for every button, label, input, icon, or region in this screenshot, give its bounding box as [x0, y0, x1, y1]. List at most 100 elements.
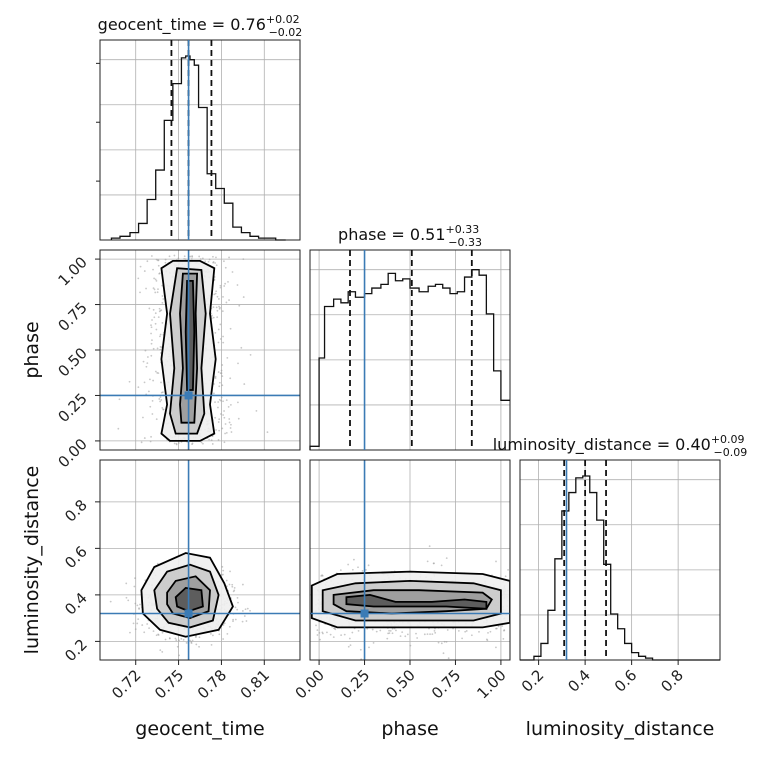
scatter-point [429, 633, 431, 636]
scatter-point [158, 272, 161, 275]
contour-line [310, 570, 510, 629]
scatter-point [218, 305, 220, 308]
scatter-point [220, 396, 223, 399]
scatter-point [222, 624, 225, 626]
scatter-point [157, 372, 160, 375]
scatter-point [195, 643, 198, 646]
scatter-point [229, 570, 231, 573]
scatter-point [442, 652, 445, 655]
scatter-point [144, 349, 147, 352]
scatter-point [213, 392, 215, 395]
scatter-point [237, 601, 239, 604]
y-tick-label: 0.50 [54, 344, 90, 380]
scatter-point [152, 287, 155, 290]
scatter-point [134, 628, 137, 631]
y-tick-label: 0.00 [54, 435, 90, 471]
scatter-point [231, 583, 234, 586]
scatter-point [431, 633, 434, 636]
scatter-point [212, 255, 214, 258]
y-axis-label-phase: phase [21, 321, 43, 378]
scatter-point [433, 562, 435, 565]
scatter-point [146, 362, 149, 364]
scatter-point [212, 634, 214, 637]
scatter-point [158, 307, 161, 310]
scatter-point [207, 260, 210, 263]
scatter-point [222, 335, 224, 338]
contour-line [166, 575, 211, 620]
scatter-point [221, 375, 224, 378]
x-tick-label: 0.4 [564, 666, 594, 696]
scatter-point [190, 258, 193, 260]
panel-frame [309, 249, 511, 451]
scatter-point [214, 292, 217, 295]
scatter-point [443, 640, 446, 643]
scatter-point [199, 258, 202, 260]
scatter-point [154, 291, 157, 294]
scatter-point [221, 384, 224, 387]
scatter-point [219, 286, 222, 289]
panel-geocent_time-phase [100, 250, 300, 450]
scatter-point [118, 398, 121, 401]
x-tick-label: 0.25 [337, 666, 373, 702]
scatter-point [215, 256, 217, 259]
scatter-point [150, 332, 152, 335]
scatter-point [184, 258, 187, 261]
scatter-point [150, 435, 152, 438]
scatter-point [495, 627, 498, 630]
scatter-point [178, 639, 180, 642]
scatter-point [340, 634, 343, 637]
scatter-point [227, 280, 229, 283]
scatter-point [129, 631, 131, 634]
scatter-point [223, 410, 225, 412]
scatter-point [142, 416, 144, 419]
scatter-point [152, 268, 154, 271]
scatter-point [152, 347, 155, 350]
scatter-point [367, 564, 370, 567]
scatter-point [159, 335, 161, 338]
scatter-point [406, 633, 409, 636]
scatter-point [198, 636, 201, 639]
scatter-point [220, 369, 223, 372]
scatter-point [161, 322, 164, 324]
scatter-point [232, 620, 234, 623]
panel-frame [99, 39, 301, 241]
scatter-point [218, 429, 221, 432]
scatter-point [201, 257, 204, 260]
scatter-point [218, 385, 221, 388]
scatter-point [232, 618, 235, 621]
scatter-point [143, 631, 146, 634]
scatter-point [161, 407, 164, 409]
scatter-point [156, 347, 159, 350]
scatter-point [128, 380, 131, 383]
scatter-point [224, 432, 226, 435]
scatter-point [153, 277, 156, 280]
scatter-point [347, 645, 350, 648]
scatter-point [228, 421, 231, 424]
scatter-point [218, 633, 221, 636]
x-tick-label: 0.00 [292, 666, 328, 702]
y-tick-label: 0.75 [54, 299, 90, 335]
scatter-point [222, 295, 224, 298]
scatter-point [160, 399, 163, 401]
scatter-point [465, 630, 468, 632]
scatter-point [168, 637, 171, 639]
scatter-point [236, 596, 239, 599]
x-tick-label: 1.00 [473, 666, 509, 702]
contour-line [140, 552, 234, 638]
panel-phase-luminosity_distance [310, 460, 510, 660]
scatter-point [216, 295, 219, 298]
scatter-point [224, 423, 227, 425]
scatter-point [332, 636, 335, 639]
scatter-point [228, 583, 231, 586]
scatter-point [233, 586, 236, 589]
scatter-point [249, 353, 252, 356]
scatter-point [224, 282, 227, 285]
scatter-point [191, 639, 194, 642]
scatter-point [339, 569, 342, 572]
scatter-point [399, 635, 402, 638]
scatter-point [319, 638, 321, 641]
scatter-point [415, 632, 417, 635]
scatter-point [229, 427, 232, 429]
scatter-point [156, 259, 159, 262]
